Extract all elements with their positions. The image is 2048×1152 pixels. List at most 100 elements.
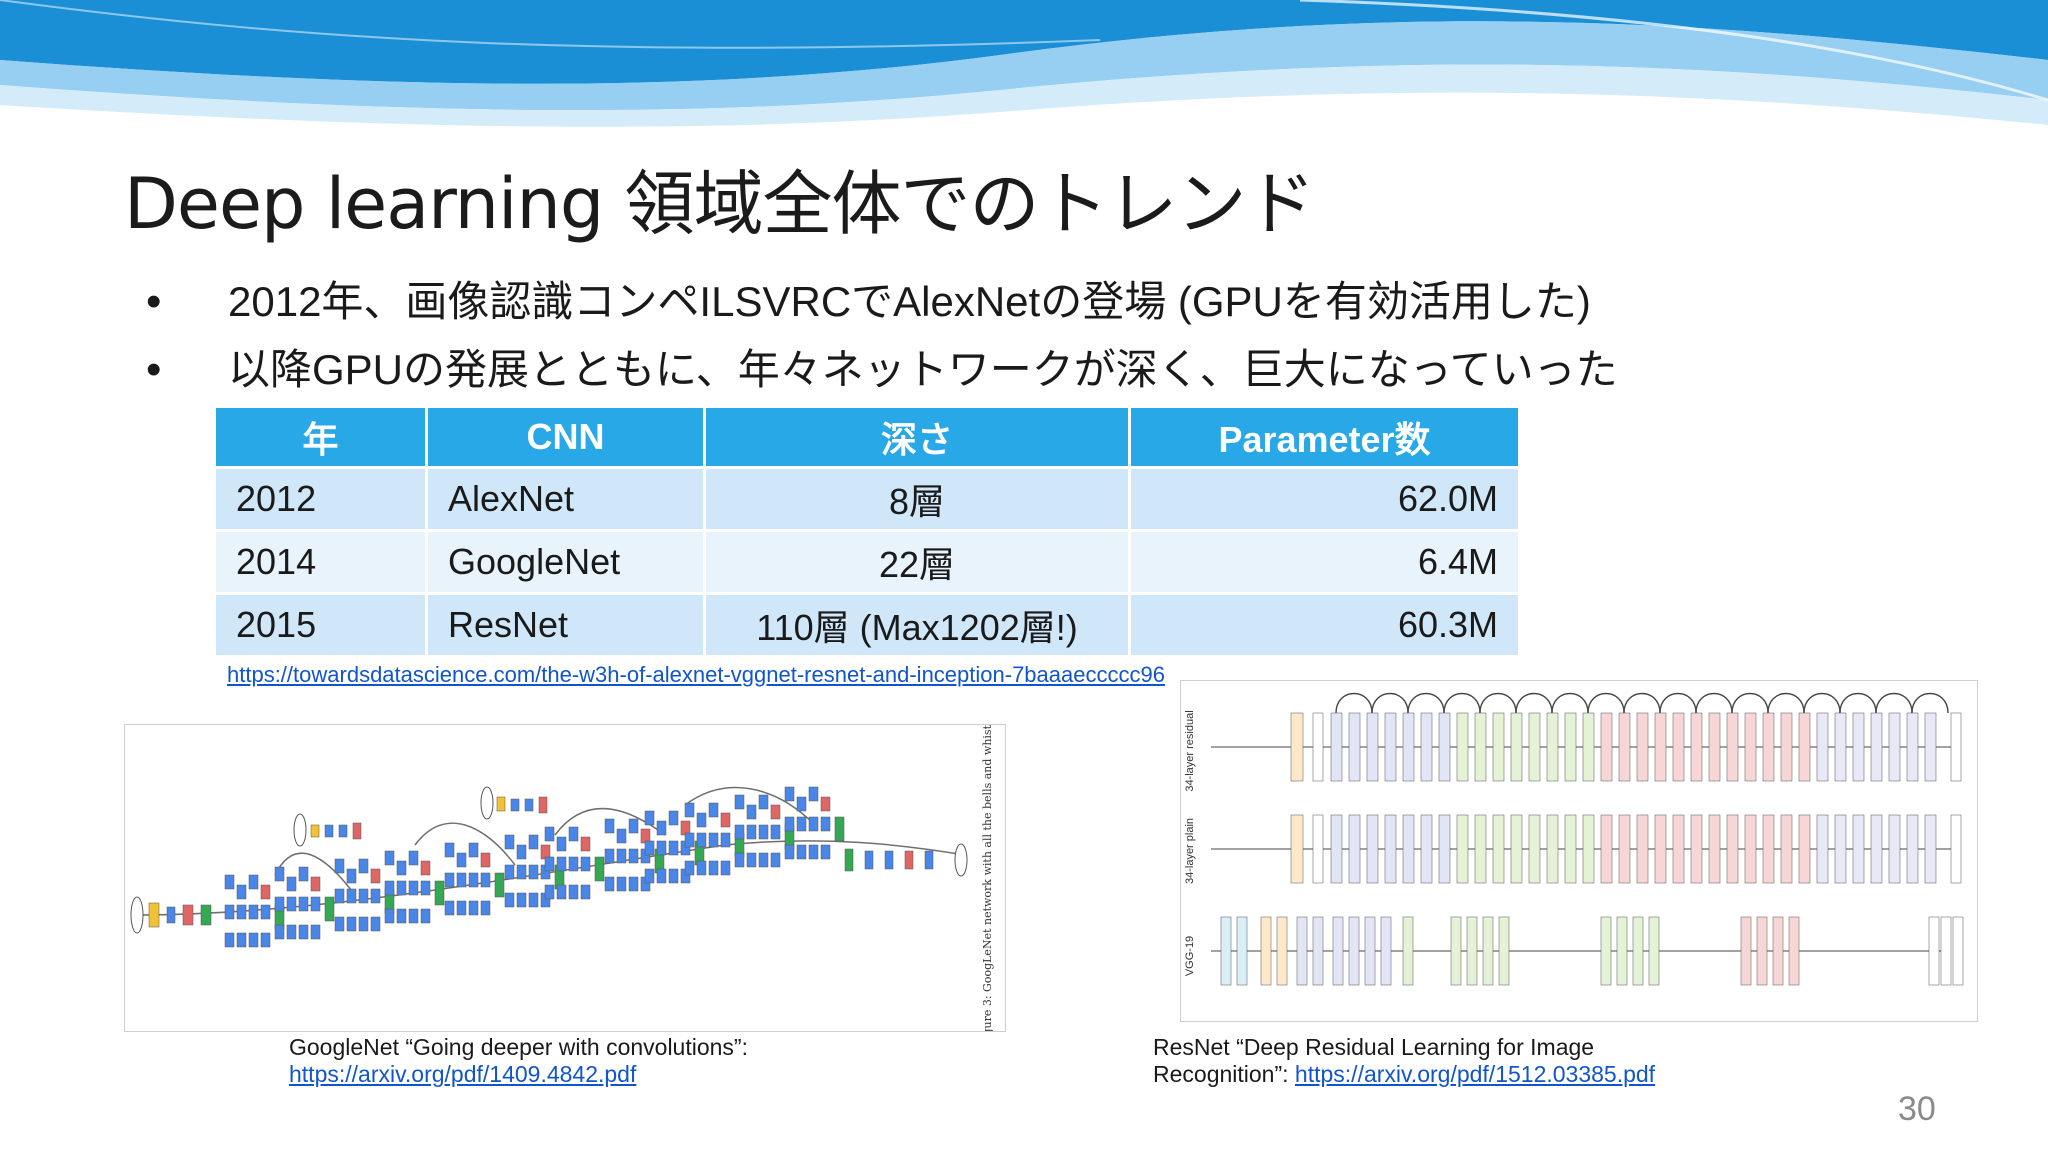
googlenet-block — [408, 908, 419, 924]
source-link[interactable]: https://towardsdatascience.com/the-w3h-o… — [227, 662, 1165, 687]
bullet-item: • 以降GPUの発展とともに、年々ネットワークが深く、巨大になっていった — [140, 336, 1618, 404]
googlenet-block — [758, 794, 769, 810]
resnet-layer-block — [1928, 916, 1940, 986]
googlenet-block — [358, 916, 369, 932]
googlenet-block — [408, 850, 419, 866]
resnet-layer-block — [1456, 712, 1469, 782]
googlenet-block — [480, 852, 491, 868]
resnet-layer-block — [1366, 712, 1379, 782]
resnet-caption-text: ResNet “Deep Residual Learning for Image — [1153, 1034, 1595, 1060]
header-wave-decoration — [0, 0, 2048, 127]
cell-cnn: ResNet — [428, 592, 706, 655]
googlenet-block — [580, 836, 591, 852]
resnet-skip-connection — [1623, 692, 1661, 714]
resnet-layer-block — [1834, 814, 1847, 884]
resnet-layer-block — [1636, 712, 1649, 782]
googlenet-block — [604, 818, 615, 834]
googlenet-block — [224, 932, 235, 948]
googlenet-block — [248, 874, 259, 890]
resnet-layer-block — [1466, 916, 1478, 986]
googlenet-block — [904, 850, 914, 870]
resnet-layer-block — [1636, 814, 1649, 884]
googlenet-block — [166, 906, 176, 924]
googlenet-block — [924, 850, 934, 870]
googlenet-block — [260, 932, 271, 948]
resnet-row-label: 34-layer plain — [1184, 818, 1196, 884]
googlenet-block — [696, 860, 707, 876]
googlenet-block — [224, 874, 235, 890]
googlenet-block — [544, 826, 555, 842]
header-year: 年 — [216, 408, 428, 466]
googlenet-block — [720, 812, 731, 828]
googlenet-block — [346, 888, 357, 904]
googlenet-block — [616, 876, 627, 892]
googlenet-block — [808, 816, 819, 832]
header-cnn: CNN — [428, 408, 706, 466]
bullet-dot-icon: • — [146, 345, 162, 394]
resnet-layer-block — [1528, 712, 1541, 782]
googlenet-block — [644, 810, 655, 826]
resnet-layer-block — [1618, 814, 1631, 884]
googlenet-caption: GoogleNet “Going deeper with convolution… — [289, 1034, 748, 1088]
resnet-layer-block — [1402, 814, 1415, 884]
googlenet-block — [556, 884, 567, 900]
resnet-caption-text-2: Recognition”: — [1153, 1061, 1295, 1087]
resnet-skip-connection — [1407, 692, 1445, 714]
resnet-layer-block — [1816, 712, 1829, 782]
resnet-layer-block — [1220, 916, 1232, 986]
googlenet-block — [796, 796, 807, 812]
googlenet-block — [516, 864, 527, 880]
resnet-layer-block — [1618, 712, 1631, 782]
googlenet-block — [784, 844, 795, 860]
googlenet-input-node — [130, 896, 144, 934]
googlenet-block — [528, 892, 539, 908]
resnet-layer-block — [1852, 814, 1865, 884]
bullet-list: • 2012年、画像認識コンペILSVRCでAlexNetの登場 (GPUを有効… — [140, 268, 1618, 404]
googlenet-block — [580, 856, 591, 872]
cell-parameters: 6.4M — [1131, 529, 1518, 592]
resnet-layer-block — [1312, 814, 1324, 884]
resnet-layer-block — [1708, 712, 1721, 782]
googlenet-paper-link[interactable]: https://arxiv.org/pdf/1409.4842.pdf — [289, 1061, 637, 1087]
resnet-layer-block — [1482, 916, 1494, 986]
resnet-layer-block — [1380, 916, 1392, 986]
resnet-layer-block — [1672, 712, 1685, 782]
googlenet-aux-node — [293, 813, 307, 847]
googlenet-block — [734, 794, 745, 810]
googlenet-block — [274, 866, 285, 882]
resnet-skip-connection — [1443, 692, 1481, 714]
googlenet-block — [148, 902, 160, 928]
googlenet-block — [616, 848, 627, 864]
googlenet-caption-text: GoogleNet “Going deeper with convolution… — [289, 1034, 748, 1060]
resnet-layer-block — [1834, 712, 1847, 782]
resnet-caption: ResNet “Deep Residual Learning for Image… — [1153, 1034, 1655, 1088]
googlenet-block — [384, 908, 395, 924]
resnet-layer-block — [1740, 916, 1752, 986]
googlenet-block — [544, 884, 555, 900]
googlenet-block — [864, 850, 874, 870]
googlenet-block — [456, 872, 467, 888]
googlenet-block — [236, 884, 247, 900]
resnet-paper-link[interactable]: https://arxiv.org/pdf/1512.03385.pdf — [1294, 1061, 1656, 1087]
resnet-layer-block — [1474, 712, 1487, 782]
cell-parameters: 60.3M — [1131, 592, 1518, 655]
resnet-layer-block — [1276, 916, 1288, 986]
cnn-comparison-table: 年 CNN 深さ Parameter数 2012 AlexNet 8層 62.0… — [216, 408, 1518, 655]
resnet-layer-block — [1940, 916, 1952, 986]
googlenet-block — [480, 872, 491, 888]
resnet-layer-block — [1546, 814, 1559, 884]
resnet-layer-block — [1762, 712, 1775, 782]
googlenet-block — [298, 896, 309, 912]
resnet-layer-block — [1498, 916, 1510, 986]
resnet-layer-block — [1366, 814, 1379, 884]
resnet-layer-block — [1924, 712, 1937, 782]
googlenet-block — [444, 842, 455, 858]
googlenet-block — [434, 880, 445, 906]
googlenet-aux-node — [480, 786, 494, 820]
resnet-layer-block — [1456, 814, 1469, 884]
googlenet-block — [696, 832, 707, 848]
resnet-layer-block — [1260, 916, 1272, 986]
resnet-layer-block — [1762, 814, 1775, 884]
resnet-layer-block — [1312, 916, 1324, 986]
googlenet-block — [528, 864, 539, 880]
